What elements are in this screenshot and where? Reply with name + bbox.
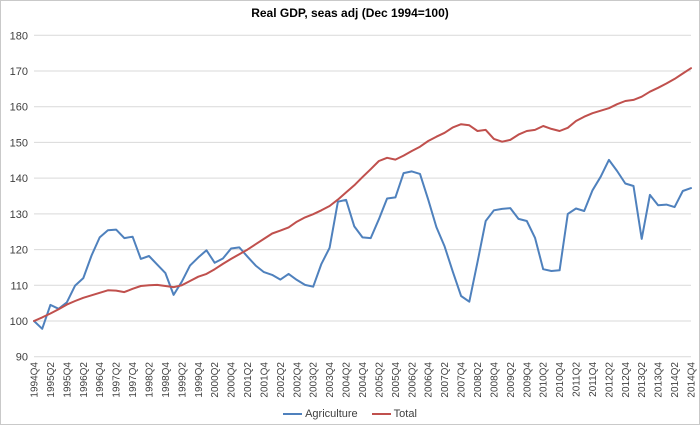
x-tick-label: 2007Q4 — [457, 362, 468, 398]
x-tick-label: 2010Q4 — [555, 362, 566, 398]
x-tick-label: 2005Q2 — [374, 362, 385, 398]
x-tick-label: 1996Q2 — [79, 362, 90, 398]
x-tick-label: 2013Q2 — [637, 362, 648, 398]
x-tick-label: 2013Q4 — [654, 362, 665, 398]
x-tick-label: 2002Q2 — [276, 362, 287, 398]
x-tick-label: 2006Q2 — [407, 362, 418, 398]
x-tick-label: 1996Q4 — [95, 362, 106, 398]
y-tick-label: 180 — [10, 30, 28, 42]
x-tick-label: 2000Q2 — [210, 362, 221, 398]
x-tick-label: 1998Q4 — [161, 362, 172, 398]
x-tick-label: 2011Q4 — [588, 362, 599, 397]
legend-label: Agriculture — [305, 408, 358, 420]
x-tick-label: 2009Q2 — [506, 362, 517, 398]
x-tick-label: 2009Q4 — [522, 362, 533, 398]
y-tick-label: 100 — [10, 316, 28, 328]
y-tick-label: 110 — [10, 280, 28, 292]
x-tick-label: 1999Q2 — [177, 362, 188, 398]
x-tick-label: 2008Q2 — [473, 362, 484, 398]
x-tick-label: 2003Q4 — [325, 362, 336, 398]
y-tick-label: 150 — [10, 137, 28, 149]
x-tick-label: 2005Q4 — [391, 362, 402, 398]
x-tick-label: 1995Q2 — [46, 362, 57, 398]
legend-label: Total — [393, 408, 417, 420]
legend-swatch-agriculture — [283, 413, 303, 415]
x-tick-label: 1997Q4 — [128, 362, 139, 398]
chart-title: Real GDP, seas adj (Dec 1994=100) — [251, 6, 449, 20]
x-tick-label: 1998Q2 — [144, 362, 155, 398]
x-tick-label: 2008Q4 — [489, 362, 500, 398]
x-tick-label: 2001Q4 — [259, 362, 270, 398]
x-tick-label: 2014Q4 — [687, 362, 698, 398]
x-tick-label: 2003Q2 — [309, 362, 320, 398]
y-tick-label: 140 — [10, 173, 28, 185]
legend-item-agriculture: Agriculture — [283, 408, 358, 420]
x-tick-label: 2006Q4 — [424, 362, 435, 398]
x-tick-label: 2004Q2 — [342, 362, 353, 398]
x-tick-label: 2014Q2 — [670, 362, 681, 398]
chart-legend: Agriculture Total — [1, 408, 699, 420]
y-tick-label: 120 — [10, 245, 28, 257]
x-tick-label: 2007Q2 — [440, 362, 451, 398]
x-tick-label: 2004Q4 — [358, 362, 369, 398]
x-tick-label: 2012Q4 — [621, 362, 632, 398]
x-tick-label: 2000Q4 — [227, 362, 238, 398]
y-tick-label: 160 — [10, 102, 28, 114]
legend-swatch-total — [371, 413, 391, 415]
x-tick-label: 2001Q2 — [243, 362, 254, 398]
series-line-total — [33, 67, 692, 322]
series-line-agriculture — [33, 158, 692, 330]
x-tick-label: 2002Q4 — [292, 362, 303, 398]
x-tick-label: 2012Q2 — [604, 362, 615, 398]
x-tick-label: 1994Q4 — [30, 362, 41, 398]
y-tick-label: 90 — [16, 352, 28, 364]
x-tick-label: 1999Q4 — [194, 362, 205, 398]
x-tick-label: 1997Q2 — [112, 362, 123, 398]
legend-item-total: Total — [371, 408, 417, 420]
y-tick-label: 130 — [10, 209, 28, 221]
x-tick-label: 2011Q2 — [572, 362, 583, 397]
x-tick-label: 2010Q2 — [539, 362, 550, 398]
x-tick-label: 1995Q4 — [62, 362, 73, 398]
y-tick-label: 170 — [10, 66, 28, 78]
